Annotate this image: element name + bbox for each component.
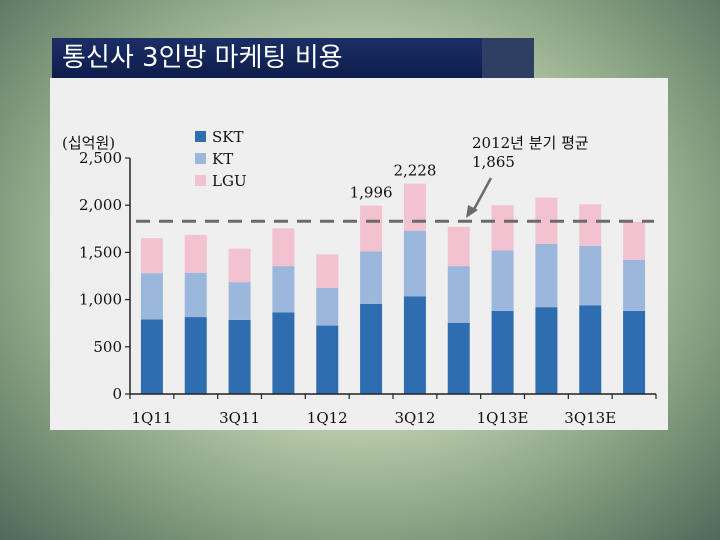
bar-lgu-3q13e: [579, 204, 602, 246]
data-label-3q12: 2,228: [393, 162, 436, 180]
data-label-2q12: 1,996: [350, 184, 393, 202]
bar-skt-3q11: [228, 319, 251, 394]
legend-label-kt: KT: [212, 150, 233, 168]
average-label-title: 2012년 분기 평균: [472, 134, 589, 152]
legend-swatch-skt: [195, 131, 206, 142]
bar-kt-2q11: [184, 272, 207, 318]
bar-skt-1q13e: [491, 310, 514, 394]
bar-kt-3q12: [403, 230, 426, 297]
y-tick-label: 1,000: [79, 291, 122, 309]
bar-lgu-2q12: [360, 205, 383, 252]
bar-lgu-4q13e: [623, 221, 646, 260]
bar-lgu-3q12: [403, 183, 426, 231]
legend-swatch-lgu: [195, 175, 206, 186]
bar-lgu-4q12: [447, 226, 470, 267]
bar-kt-2q13e: [535, 243, 558, 308]
legend-label-lgu: LGU: [212, 172, 247, 190]
bar-kt-4q13e: [623, 259, 646, 311]
bar-lgu-1q12: [316, 254, 339, 288]
x-tick-label: 1Q12: [307, 409, 348, 427]
bar-lgu-1q13e: [491, 205, 514, 251]
bar-kt-4q12: [447, 266, 470, 323]
bar-kt-4q11: [272, 266, 295, 313]
bar-skt-1q11: [140, 319, 163, 394]
bar-skt-2q11: [184, 317, 207, 394]
legend-swatch-kt: [195, 153, 206, 164]
y-tick-label: 2,500: [79, 149, 122, 167]
bar-skt-2q13e: [535, 307, 558, 394]
y-tick-label: 500: [93, 338, 122, 356]
y-tick-label: 0: [112, 385, 122, 403]
bar-lgu-1q11: [140, 238, 163, 274]
bar-kt-3q13e: [579, 245, 602, 306]
y-tick-label: 2,000: [79, 196, 122, 214]
bar-skt-1q12: [316, 325, 339, 394]
title-bar: [52, 38, 482, 78]
x-tick-label: 3Q11: [219, 409, 260, 427]
title-bar-extension: [482, 38, 534, 78]
bar-skt-2q12: [360, 303, 383, 394]
y-tick-label: 1,500: [79, 243, 122, 261]
bar-skt-4q11: [272, 312, 295, 394]
bar-lgu-2q11: [184, 234, 207, 273]
legend-label-skt: SKT: [212, 128, 244, 146]
average-arrow-head: [466, 205, 478, 218]
bar-kt-1q12: [316, 287, 339, 326]
axis-unit-label: (십억원): [62, 134, 115, 152]
legend: SKT KT LGU: [195, 128, 247, 190]
bar-kt-2q12: [360, 251, 383, 304]
bar-lgu-4q11: [272, 228, 295, 267]
bar-kt-1q11: [140, 273, 163, 320]
bar-kt-3q11: [228, 282, 251, 320]
bar-skt-4q13e: [623, 310, 646, 394]
slide-title: 통신사 3인방 마케팅 비용: [62, 43, 343, 73]
bar-skt-3q13e: [579, 305, 602, 394]
bar-skt-4q12: [447, 322, 470, 394]
x-tick-label: 1Q13E: [477, 409, 529, 427]
x-tick-label: 3Q13E: [564, 409, 616, 427]
average-arrow-shaft: [470, 177, 493, 214]
x-tick-label: 1Q11: [131, 409, 172, 427]
bar-lgu-3q11: [228, 248, 251, 283]
bar-kt-1q13e: [491, 250, 514, 311]
bar-skt-3q12: [403, 296, 426, 394]
x-tick-label: 3Q12: [394, 409, 435, 427]
average-label-value: 1,865: [472, 153, 515, 171]
bar-lgu-2q13e: [535, 197, 558, 244]
